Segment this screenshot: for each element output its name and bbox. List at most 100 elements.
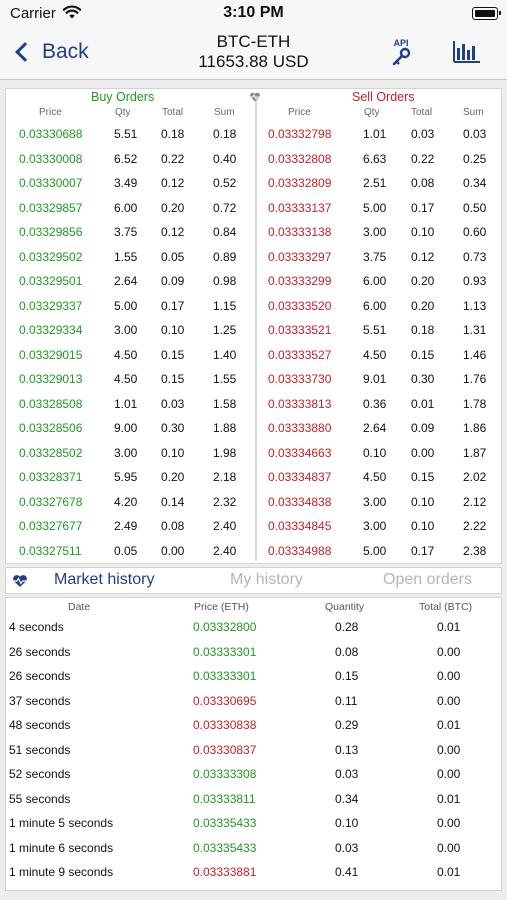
buy-order-row[interactable]: 0.03329334 3.00 0.10 1.25 <box>6 318 254 343</box>
sell-order-row[interactable]: 0.03334838 3.00 0.10 2.12 <box>256 490 503 515</box>
buy-order-sum: 1.88 <box>213 421 237 435</box>
history-price: 0.03333881 <box>193 865 257 879</box>
tab-my-history[interactable]: My history <box>230 571 303 588</box>
history-date: 52 seconds <box>9 767 71 781</box>
buy-order-row[interactable]: 0.03328508 1.01 0.03 1.58 <box>6 392 254 417</box>
buy-order-row[interactable]: 0.03329856 3.75 0.12 0.84 <box>6 220 254 245</box>
history-price: 0.03330838 <box>193 718 257 732</box>
sell-order-row[interactable]: 0.03333137 5.00 0.17 0.50 <box>256 196 503 221</box>
buy-order-row[interactable]: 0.03330688 5.51 0.18 0.18 <box>6 122 254 147</box>
buy-order-row[interactable]: 0.03330007 3.49 0.12 0.52 <box>6 171 254 196</box>
sell-order-row[interactable]: 0.03333297 3.75 0.12 0.73 <box>256 245 503 270</box>
sell-order-sum: 2.22 <box>463 519 487 533</box>
buy-order-row[interactable]: 0.03329857 6.00 0.20 0.72 <box>6 196 254 221</box>
sell-order-row[interactable]: 0.03332808 6.63 0.22 0.25 <box>256 147 503 172</box>
api-key-button[interactable]: API <box>386 36 416 68</box>
buy-order-qty: 3.75 <box>114 225 138 239</box>
history-row[interactable]: 1 minute 5 seconds 0.03335433 0.10 0.00 <box>6 812 501 837</box>
history-row[interactable]: 1 minute 6 seconds 0.03335433 0.03 0.00 <box>6 837 501 862</box>
buy-order-row[interactable]: 0.03330008 6.52 0.22 0.40 <box>6 147 254 172</box>
api-key-icon: API <box>392 38 411 66</box>
sell-order-total: 0.08 <box>411 176 435 190</box>
buy-order-row[interactable]: 0.03328502 3.00 0.10 1.98 <box>6 441 254 466</box>
sell-order-row[interactable]: 0.03333138 3.00 0.10 0.60 <box>256 220 503 245</box>
history-price: 0.03333308 <box>193 767 257 781</box>
sell-order-row[interactable]: 0.03333880 2.64 0.09 1.86 <box>256 416 503 441</box>
sell-order-row[interactable]: 0.03333730 9.01 0.30 1.76 <box>256 367 503 392</box>
history-quantity: 0.11 <box>335 693 358 708</box>
back-button[interactable]: Back <box>12 36 89 68</box>
total-header: Total <box>411 107 433 118</box>
qty-header: Qty <box>115 107 131 118</box>
tab-market-history[interactable]: Market history <box>54 571 155 588</box>
history-quantity: 0.15 <box>335 669 359 683</box>
sell-order-total: 0.17 <box>411 200 435 215</box>
sell-order-row[interactable]: 0.03334845 3.00 0.10 2.22 <box>256 514 503 539</box>
tab-open-orders[interactable]: Open orders <box>383 571 472 588</box>
sell-order-qty: 6.63 <box>363 151 387 166</box>
buy-order-price: 0.03329013 <box>19 372 83 386</box>
sell-order-row[interactable]: 0.03333527 4.50 0.15 1.46 <box>256 343 503 368</box>
buy-order-row[interactable]: 0.03329013 4.50 0.15 1.55 <box>6 367 254 392</box>
sell-order-price: 0.03333521 <box>268 323 332 337</box>
history-row[interactable]: 37 seconds 0.03330695 0.11 0.00 <box>6 690 501 715</box>
sell-order-total: 0.10 <box>411 519 435 533</box>
market-history-table: Date Price (ETH) Quantity Total (BTC) 4 … <box>5 597 502 891</box>
sell-order-sum: 1.76 <box>463 372 487 386</box>
buy-order-price: 0.03327511 <box>19 543 82 558</box>
sell-order-qty: 3.00 <box>363 494 387 509</box>
sell-order-row[interactable]: 0.03333813 0.36 0.01 1.78 <box>256 392 503 417</box>
history-total: 0.01 <box>437 718 461 732</box>
buy-order-row[interactable]: 0.03328506 9.00 0.30 1.88 <box>6 416 254 441</box>
sell-order-row[interactable]: 0.03334837 4.50 0.15 2.02 <box>256 465 503 490</box>
pair-name: BTC-ETH <box>216 32 291 51</box>
buy-order-row[interactable]: 0.03329015 4.50 0.15 1.40 <box>6 343 254 368</box>
sell-order-row[interactable]: 0.03333520 6.00 0.20 1.13 <box>256 294 503 319</box>
history-row[interactable]: 51 seconds 0.03330837 0.13 0.00 <box>6 739 501 764</box>
history-row[interactable]: 1 minute 9 seconds 0.03333881 0.41 0.01 <box>6 861 501 886</box>
buy-order-sum: 1.15 <box>213 298 237 313</box>
buy-order-row[interactable]: 0.03327677 2.49 0.08 2.40 <box>6 514 254 539</box>
buy-order-row[interactable]: 0.03327511 0.05 0.00 2.40 <box>6 539 254 564</box>
buy-order-qty: 6.00 <box>114 200 138 215</box>
history-row[interactable]: 26 seconds 0.03333301 0.15 0.00 <box>6 665 501 690</box>
sell-order-price: 0.03333138 <box>268 225 332 239</box>
sell-orders: Sell Orders Price Qty Total Sum 0.033327… <box>256 89 503 565</box>
date-header: Date <box>68 601 91 613</box>
sell-order-row[interactable]: 0.03333521 5.51 0.18 1.31 <box>256 318 503 343</box>
history-row[interactable]: 55 seconds 0.03333811 0.34 0.01 <box>6 788 501 813</box>
buy-order-total: 0.15 <box>161 347 185 362</box>
sell-order-row[interactable]: 0.03332809 2.51 0.08 0.34 <box>256 171 503 196</box>
sell-order-price: 0.03333813 <box>268 396 332 411</box>
history-row[interactable]: 4 seconds 0.03332800 0.28 0.01 <box>6 616 501 641</box>
history-price: 0.03333811 <box>193 791 256 806</box>
sell-order-row[interactable]: 0.03334988 5.00 0.17 2.38 <box>256 539 503 564</box>
history-date: 55 seconds <box>9 791 71 806</box>
sell-order-qty: 5.00 <box>363 200 387 215</box>
sell-order-price: 0.03333299 <box>268 274 332 288</box>
chart-button[interactable] <box>452 40 482 64</box>
history-total: 0.00 <box>437 644 461 659</box>
history-price: 0.03330837 <box>193 742 257 757</box>
buy-order-row[interactable]: 0.03328371 5.95 0.20 2.18 <box>6 465 254 490</box>
history-row[interactable]: 52 seconds 0.03333308 0.03 0.00 <box>6 763 501 788</box>
buy-order-total: 0.22 <box>161 151 185 166</box>
pair-price: 11653.88 USD <box>198 52 309 71</box>
buy-order-row[interactable]: 0.03329337 5.00 0.17 1.15 <box>6 294 254 319</box>
sell-order-row[interactable]: 0.03333299 6.00 0.20 0.93 <box>256 269 503 294</box>
sell-order-row[interactable]: 0.03332798 1.01 0.03 0.03 <box>256 122 503 147</box>
wifi-icon <box>62 4 82 25</box>
buy-order-total: 0.12 <box>161 225 185 239</box>
buy-order-row[interactable]: 0.03329501 2.64 0.09 0.98 <box>6 269 254 294</box>
buy-order-row[interactable]: 0.03327678 4.20 0.14 2.32 <box>6 490 254 515</box>
history-quantity: 0.41 <box>335 865 359 879</box>
history-row[interactable]: 26 seconds 0.03333301 0.08 0.00 <box>6 641 501 666</box>
sell-order-qty: 3.00 <box>363 519 387 533</box>
buy-order-row[interactable]: 0.03329502 1.55 0.05 0.89 <box>6 245 254 270</box>
sell-order-total: 0.03 <box>411 127 435 141</box>
sell-order-price: 0.03334837 <box>268 470 332 484</box>
buy-orders: Buy Orders Price Qty Total Sum 0.0333068… <box>6 89 254 565</box>
history-row[interactable]: 48 seconds 0.03330838 0.29 0.01 <box>6 714 501 739</box>
sell-order-row[interactable]: 0.03334663 0.10 0.00 1.87 <box>256 441 503 466</box>
buy-order-qty: 1.01 <box>114 396 138 411</box>
